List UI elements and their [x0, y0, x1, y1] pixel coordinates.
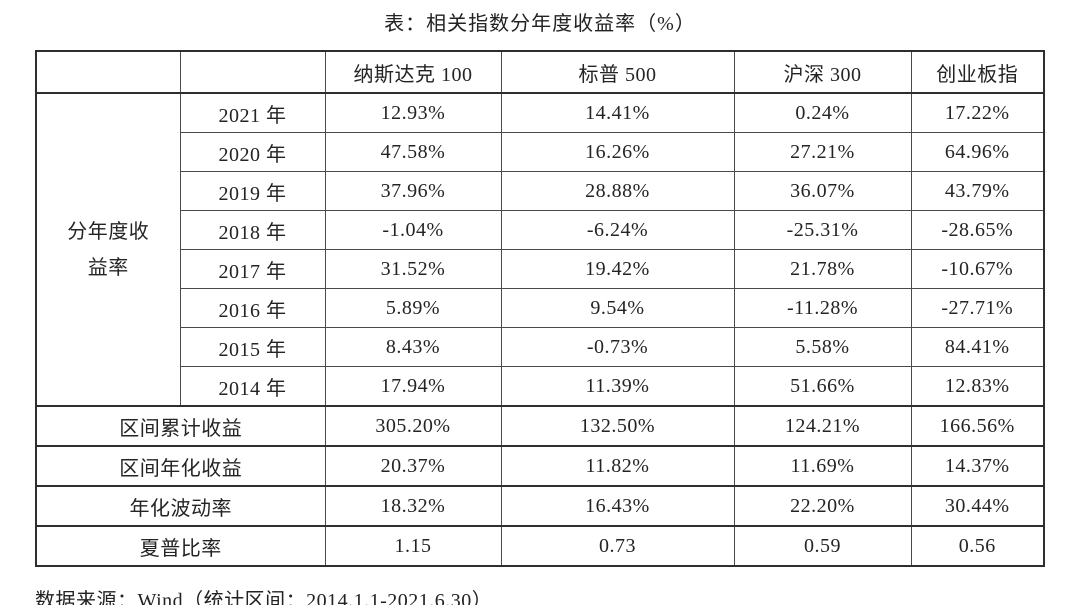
year-label: 2021 年 [179, 92, 326, 133]
value-cell: 0.56 [910, 525, 1045, 567]
value-cell: 21.78% [733, 249, 912, 289]
value-cell: 166.56% [910, 405, 1045, 447]
year-label: 2019 年 [179, 171, 326, 211]
value-cell: 1.15 [324, 525, 502, 567]
year-row-2016: 2016 年 5.89% 9.54% -11.28% -27.71% [36, 288, 1045, 328]
year-label: 2016 年 [179, 288, 326, 328]
value-cell: 43.79% [910, 171, 1045, 211]
value-cell: 0.73 [500, 525, 735, 567]
summary-row-annualized-volatility: 年化波动率 18.32% 16.43% 22.20% 30.44% [35, 485, 1045, 527]
value-cell: 47.58% [324, 132, 502, 172]
year-label: 2014 年 [179, 366, 326, 407]
value-cell: 5.89% [324, 288, 502, 328]
value-cell: 14.37% [910, 445, 1045, 487]
table-title: 表：相关指数分年度收益率（%） [384, 13, 696, 35]
value-cell: -1.04% [324, 210, 502, 250]
value-cell: 84.41% [910, 327, 1045, 367]
year-row-2019: 2019 年 37.96% 28.88% 36.07% 43.79% [36, 171, 1045, 211]
summary-label: 区间累计收益 [35, 405, 326, 447]
column-header-sp500: 标普 500 [500, 50, 735, 94]
column-header-chinext: 创业板指 [910, 50, 1045, 94]
value-cell: -0.73% [500, 327, 735, 367]
value-cell: 12.93% [324, 92, 502, 133]
value-cell: -25.31% [733, 210, 912, 250]
year-row-2018: 2018 年 -1.04% -6.24% -25.31% -28.65% [36, 210, 1045, 250]
year-label: 2015 年 [179, 327, 326, 367]
value-cell: 9.54% [500, 288, 735, 328]
value-cell: 124.21% [733, 405, 912, 447]
value-cell: 20.37% [324, 445, 502, 487]
value-cell: 16.43% [500, 485, 735, 527]
summary-label: 区间年化收益 [35, 445, 326, 487]
value-cell: -10.67% [910, 249, 1045, 289]
year-row-2020: 2020 年 47.58% 16.26% 27.21% 64.96% [36, 132, 1045, 172]
data-source-note: 数据来源：Wind（统计区间：2014.1.1-2021.6.30） [35, 590, 493, 605]
value-cell: 22.20% [733, 485, 912, 527]
value-cell: 36.07% [733, 171, 912, 211]
year-label: 2017 年 [179, 249, 326, 289]
value-cell: 31.52% [324, 249, 502, 289]
year-row-2014: 2014 年 17.94% 11.39% 51.66% 12.83% [36, 366, 1045, 407]
value-cell: 11.69% [733, 445, 912, 487]
value-cell: 64.96% [910, 132, 1045, 172]
value-cell: 17.94% [324, 366, 502, 407]
value-cell: 27.21% [733, 132, 912, 172]
value-cell: 51.66% [733, 366, 912, 407]
corner-cell-2 [179, 50, 326, 94]
value-cell: 11.39% [500, 366, 735, 407]
value-cell: 30.44% [910, 485, 1045, 527]
value-cell: 305.20% [324, 405, 502, 447]
value-cell: 11.82% [500, 445, 735, 487]
summary-row-sharpe-ratio: 夏普比率 1.15 0.73 0.59 0.56 [35, 525, 1045, 567]
column-header-nasdaq100: 纳斯达克 100 [324, 50, 502, 94]
value-cell: 0.59 [733, 525, 912, 567]
value-cell: 17.22% [910, 92, 1045, 133]
year-label: 2020 年 [179, 132, 326, 172]
value-cell: 8.43% [324, 327, 502, 367]
value-cell: 16.26% [500, 132, 735, 172]
value-cell: -28.65% [910, 210, 1045, 250]
year-row-2017: 2017 年 31.52% 19.42% 21.78% -10.67% [36, 249, 1045, 289]
corner-cell-1 [35, 50, 181, 94]
year-row-2021: 分年度收益率 2021 年 12.93% 14.41% 0.24% 17.22% [35, 92, 1045, 407]
summary-label: 夏普比率 [35, 525, 326, 567]
value-cell: 19.42% [500, 249, 735, 289]
year-label: 2018 年 [179, 210, 326, 250]
value-cell: 132.50% [500, 405, 735, 447]
value-cell: 12.83% [910, 366, 1045, 407]
summary-label: 年化波动率 [35, 485, 326, 527]
value-cell: 5.58% [733, 327, 912, 367]
value-cell: 0.24% [733, 92, 912, 133]
annual-returns-table: 纳斯达克 100 标普 500 沪深 300 创业板指 分年度收益率 2021 … [35, 50, 1045, 567]
value-cell: 37.96% [324, 171, 502, 211]
value-cell: 18.32% [324, 485, 502, 527]
header-row: 纳斯达克 100 标普 500 沪深 300 创业板指 [35, 50, 1045, 94]
row-group-label: 分年度收益率 [67, 220, 150, 279]
value-cell: -11.28% [733, 288, 912, 328]
value-cell: 14.41% [500, 92, 735, 133]
value-cell: 28.88% [500, 171, 735, 211]
row-group-cell: 分年度收益率 [35, 92, 181, 407]
column-header-csi300: 沪深 300 [733, 50, 912, 94]
value-cell: -27.71% [910, 288, 1045, 328]
value-cell: -6.24% [500, 210, 735, 250]
year-row-2015: 2015 年 8.43% -0.73% 5.58% 84.41% [36, 327, 1045, 367]
summary-row-annualized-return: 区间年化收益 20.37% 11.82% 11.69% 14.37% [35, 445, 1045, 487]
summary-row-cumulative-return: 区间累计收益 305.20% 132.50% 124.21% 166.56% [35, 405, 1045, 447]
